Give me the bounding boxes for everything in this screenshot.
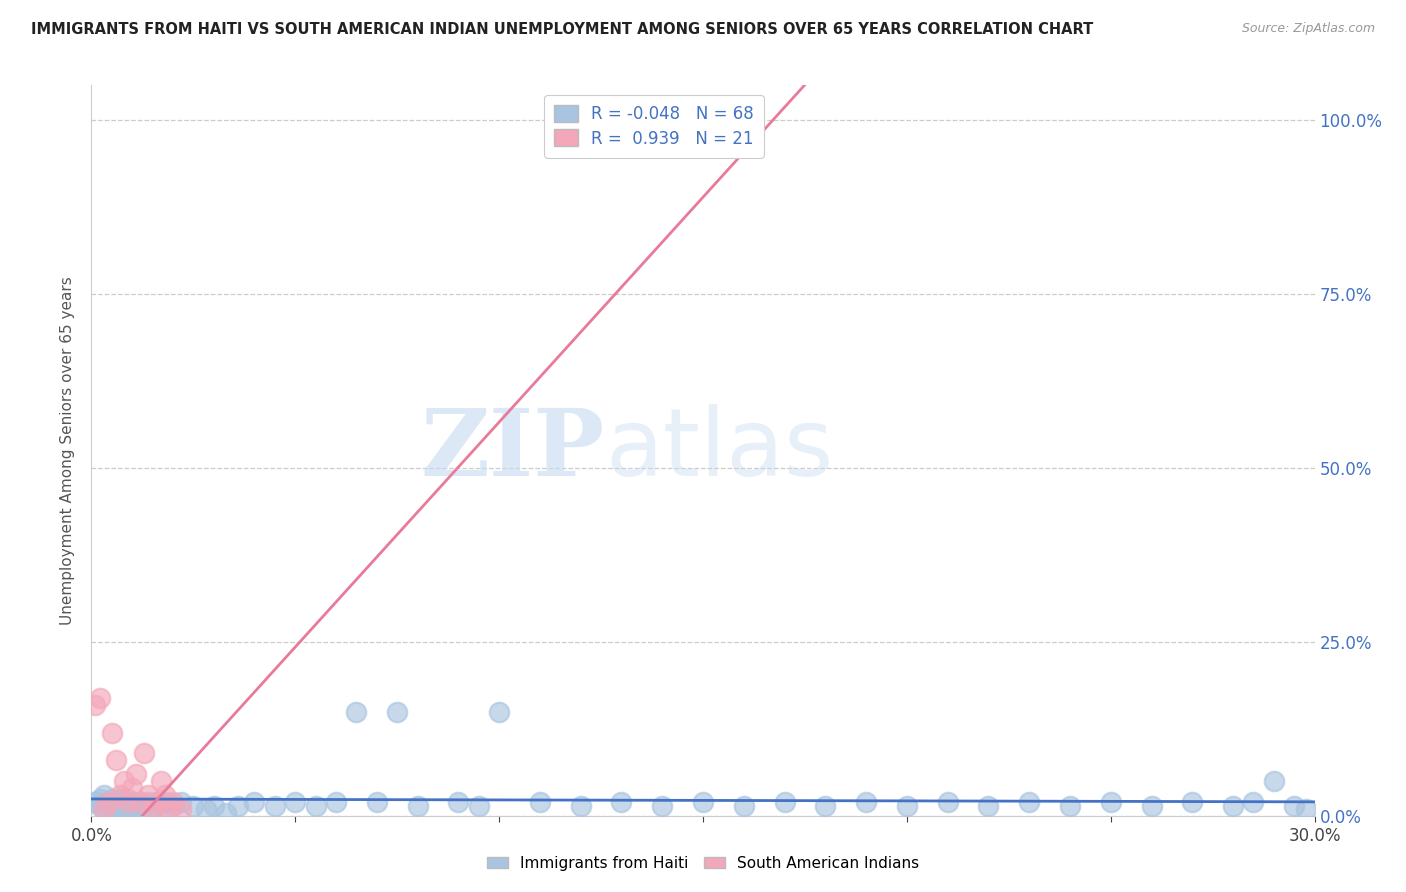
Point [936, 795, 959, 809]
Point [1263, 774, 1285, 789]
Point [117, 791, 139, 805]
Point [977, 798, 1000, 813]
Point [170, 802, 193, 816]
Point [97, 795, 120, 809]
Point [112, 774, 135, 789]
Point [733, 798, 755, 813]
Point [84, 698, 107, 712]
Point [529, 795, 551, 809]
Point [157, 802, 180, 816]
Point [162, 795, 184, 809]
Point [89, 798, 111, 813]
Point [121, 795, 143, 809]
Point [264, 798, 287, 813]
Text: IMMIGRANTS FROM HAITI VS SOUTH AMERICAN INDIAN UNEMPLOYMENT AMONG SENIORS OVER 6: IMMIGRANTS FROM HAITI VS SOUTH AMERICAN … [31, 22, 1094, 37]
Point [129, 795, 152, 809]
Point [162, 798, 184, 813]
Point [1243, 795, 1265, 809]
Point [366, 795, 388, 809]
Point [194, 802, 217, 816]
Point [93, 789, 115, 803]
Y-axis label: Unemployment Among Seniors over 65 years: Unemployment Among Seniors over 65 years [60, 277, 76, 624]
Point [101, 791, 124, 805]
Point [183, 798, 205, 813]
Point [346, 705, 368, 719]
Point [89, 690, 111, 705]
Point [89, 791, 111, 805]
Point [153, 789, 176, 803]
Point [145, 795, 167, 809]
Point [406, 798, 429, 813]
Point [84, 795, 107, 809]
Point [153, 795, 176, 809]
Point [226, 798, 249, 813]
Point [1059, 798, 1081, 813]
Point [149, 774, 172, 789]
Legend: R = -0.048   N = 68, R =  0.939   N = 21: R = -0.048 N = 68, R = 0.939 N = 21 [544, 95, 763, 158]
Point [104, 754, 127, 768]
Point [243, 795, 266, 809]
Point [215, 805, 238, 820]
Point [488, 705, 510, 719]
Point [284, 795, 307, 809]
Point [1295, 802, 1317, 816]
Text: Source: ZipAtlas.com: Source: ZipAtlas.com [1241, 22, 1375, 36]
Point [569, 798, 592, 813]
Point [467, 798, 491, 813]
Point [325, 795, 347, 809]
Point [97, 798, 120, 813]
Point [1282, 798, 1305, 813]
Point [134, 798, 156, 813]
Point [112, 798, 135, 813]
Point [692, 795, 714, 809]
Point [108, 789, 131, 803]
Point [125, 767, 148, 781]
Point [121, 798, 143, 813]
Point [1222, 798, 1244, 813]
Point [141, 798, 163, 813]
Text: atlas: atlas [605, 404, 834, 497]
Point [814, 798, 837, 813]
Point [112, 795, 135, 809]
Point [97, 795, 120, 809]
Point [610, 795, 633, 809]
Text: ZIP: ZIP [420, 406, 605, 495]
Point [101, 802, 124, 816]
Point [141, 802, 163, 816]
Point [1099, 795, 1122, 809]
Point [138, 795, 160, 809]
Point [108, 791, 131, 805]
Point [121, 781, 143, 796]
Point [125, 798, 148, 813]
Point [651, 798, 673, 813]
Point [93, 802, 115, 816]
Point [104, 798, 127, 813]
Point [134, 747, 156, 761]
Point [896, 798, 918, 813]
Point [202, 798, 225, 813]
Point [773, 795, 796, 809]
Point [145, 795, 167, 809]
Point [101, 725, 124, 739]
Point [447, 795, 470, 809]
Point [855, 795, 877, 809]
Point [1140, 798, 1163, 813]
Point [108, 802, 131, 816]
Point [1181, 795, 1204, 809]
Point [93, 802, 115, 816]
Legend: Immigrants from Haiti, South American Indians: Immigrants from Haiti, South American In… [481, 850, 925, 877]
Point [1018, 795, 1040, 809]
Point [117, 795, 139, 809]
Point [385, 705, 409, 719]
Point [170, 795, 193, 809]
Point [149, 798, 172, 813]
Point [117, 802, 139, 816]
Point [304, 798, 326, 813]
Point [104, 795, 127, 809]
Point [138, 789, 160, 803]
Point [129, 795, 152, 809]
